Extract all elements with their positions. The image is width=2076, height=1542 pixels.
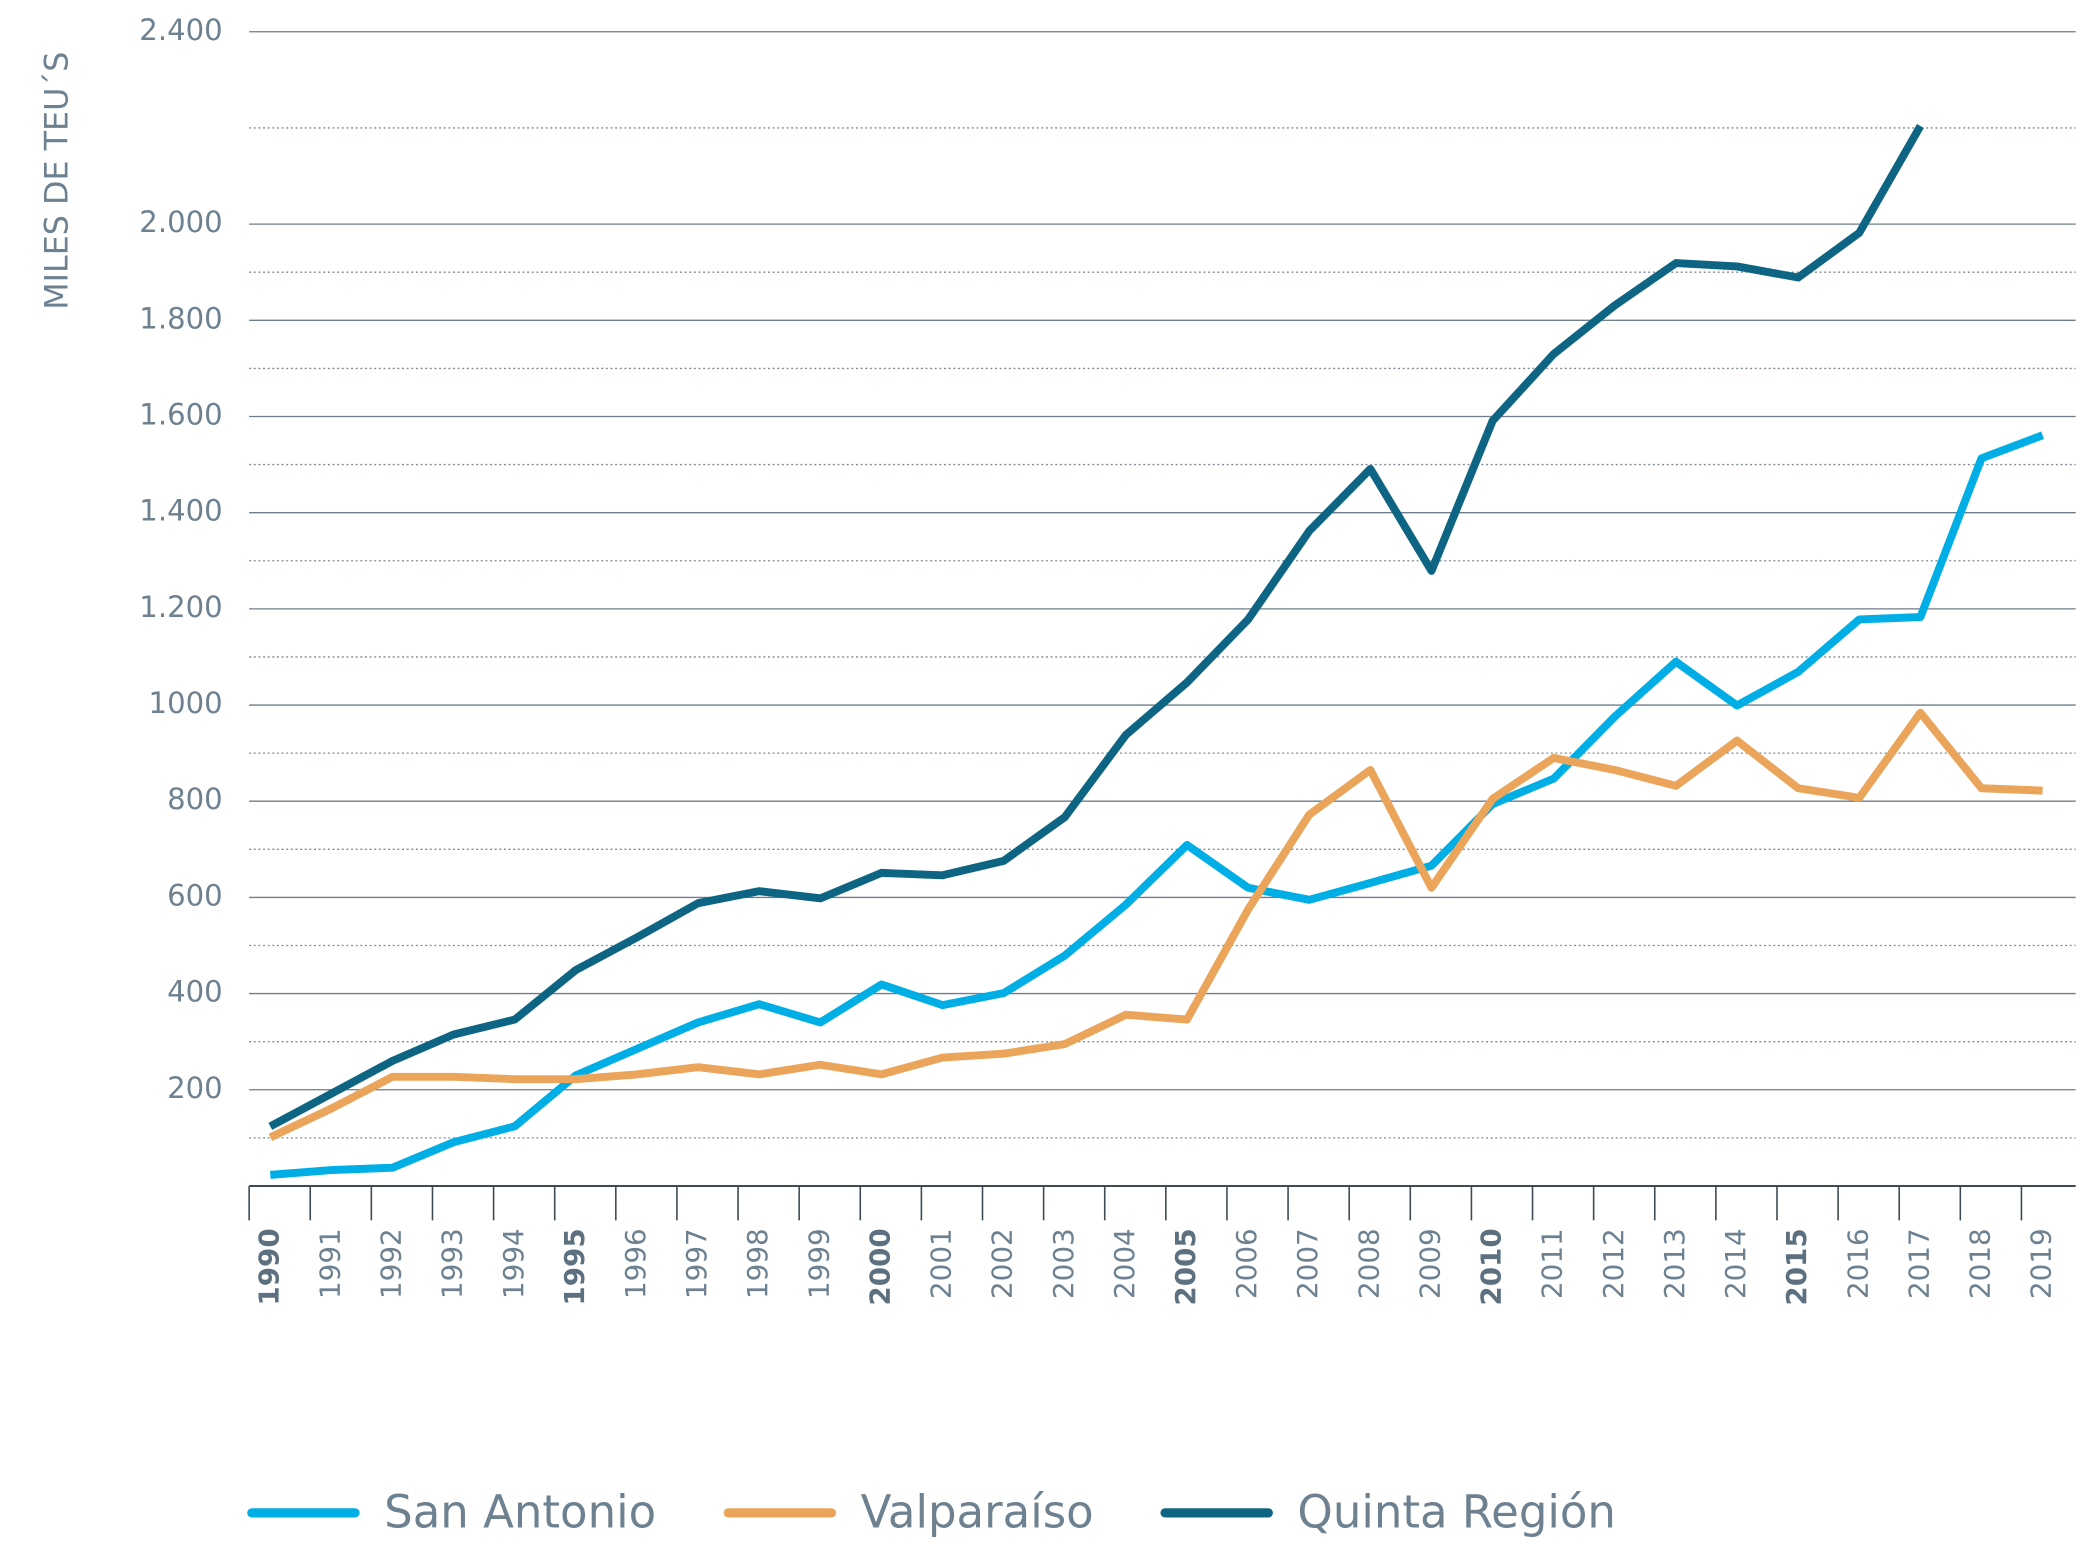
y-tick-label: 600	[167, 878, 223, 912]
x-tick-label: 2007	[1291, 1228, 1324, 1299]
y-tick-label: 800	[167, 782, 223, 816]
x-tick-label: 2013	[1658, 1228, 1691, 1299]
x-tick-label: 1990	[252, 1228, 285, 1305]
y-axis-label: MILES DE TEU´S	[40, 52, 76, 310]
x-tick-label: 2002	[986, 1228, 1019, 1299]
x-tick-label: 2006	[1230, 1228, 1263, 1299]
series-line	[268, 708, 2043, 1141]
x-tick-label: 2015	[1780, 1228, 1813, 1305]
legend-label: Valparaíso	[861, 1486, 1094, 1539]
x-tick-label: 1994	[497, 1228, 530, 1299]
y-tick-label: 1.200	[139, 590, 222, 624]
x-tick-label: 2016	[1841, 1228, 1874, 1299]
x-tick-label: 2017	[1902, 1228, 1935, 1299]
legend-label: San Antonio	[384, 1486, 656, 1539]
x-tick-label: 2003	[1047, 1228, 1080, 1299]
y-tick-label: 400	[167, 975, 223, 1009]
x-tick-label: 1997	[680, 1228, 713, 1299]
y-tick-label: 2.400	[139, 13, 222, 47]
x-tick-label: 2019	[2025, 1228, 2058, 1299]
x-tick-label: 1996	[619, 1228, 652, 1299]
x-tick-label: 1995	[558, 1228, 591, 1305]
legend-label: Quinta Región	[1297, 1486, 1616, 1539]
y-tick-label: 1.800	[139, 301, 222, 335]
x-tick-label: 1991	[313, 1228, 346, 1299]
x-tick-label: 2008	[1352, 1228, 1385, 1299]
y-tick-label: 1.400	[139, 494, 222, 528]
x-tick-label: 2010	[1475, 1228, 1508, 1305]
x-tick-label: 2004	[1108, 1228, 1141, 1299]
y-tick-label: 200	[167, 1071, 223, 1105]
x-tick-label: 2014	[1719, 1228, 1752, 1299]
x-tick-label: 2018	[1964, 1228, 1997, 1299]
x-tick-label: 2012	[1597, 1228, 1630, 1299]
y-tick-label: 1000	[149, 686, 223, 720]
series-line	[269, 431, 2045, 1179]
y-tick-label: 2.000	[139, 205, 222, 239]
x-tick-label: 1998	[741, 1228, 774, 1299]
y-tick-label: 1.600	[139, 397, 222, 431]
x-tick-label: 2000	[863, 1228, 896, 1305]
x-tick-label: 1999	[802, 1228, 835, 1299]
x-tick-label: 2011	[1536, 1228, 1569, 1299]
series-line	[268, 124, 1924, 1130]
x-tick-label: 1992	[375, 1228, 408, 1299]
x-tick-label: 1993	[436, 1228, 469, 1299]
x-tick-label: 2009	[1413, 1228, 1446, 1299]
x-tick-label: 2005	[1169, 1228, 1202, 1305]
x-tick-label: 2001	[925, 1228, 958, 1299]
